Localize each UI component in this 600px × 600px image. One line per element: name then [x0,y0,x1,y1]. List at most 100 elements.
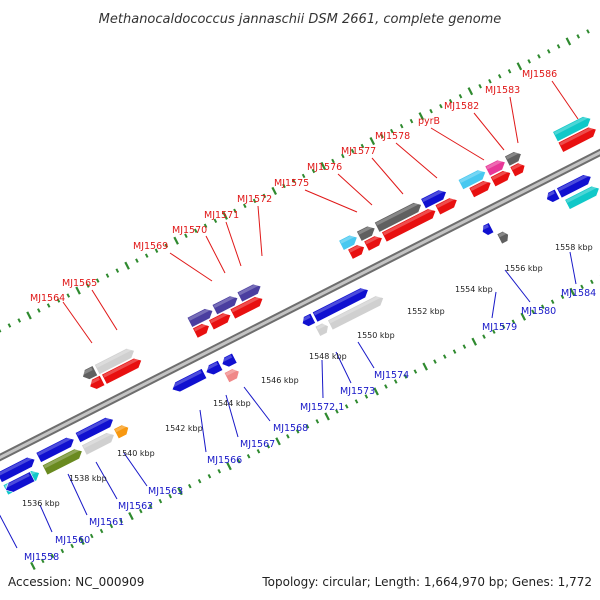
gene-shape [347,244,365,260]
gene-feature[interactable] [509,161,527,178]
gene-feature[interactable] [373,200,424,233]
gene-feature[interactable] [81,430,117,456]
minor-tick [527,59,531,64]
gene-label[interactable]: MJ1561 [89,517,124,528]
gene-label[interactable]: MJ1572.1 [300,402,344,413]
gene-feature[interactable] [457,167,488,191]
gene-feature[interactable] [338,232,360,251]
gene-label[interactable]: MJ1578 [375,131,410,142]
minor-tick [344,404,349,409]
gene-label[interactable]: MJ1584 [561,288,596,299]
gene-feature[interactable] [186,306,215,328]
gene-label[interactable]: MJ1577 [341,146,376,157]
gene-feature[interactable] [35,435,77,463]
gene-feature[interactable] [87,374,106,391]
gene-label[interactable]: MJ1565 [62,278,97,289]
gene-label[interactable]: MJ1568 [273,423,308,434]
gene-feature[interactable] [544,188,561,204]
gene-feature[interactable] [327,293,386,331]
gene-feature[interactable] [434,195,460,216]
gene-feature[interactable] [557,124,599,153]
gene-feature[interactable] [564,183,600,210]
gene-label[interactable]: pyrB [418,116,440,127]
gene-highlight [486,159,503,170]
gene-feature[interactable] [3,471,36,495]
gene-feature[interactable] [489,168,513,188]
gene-feature[interactable] [80,365,99,382]
gene-feature[interactable] [170,368,208,394]
gene-feature[interactable] [314,321,331,337]
major-tick [222,211,228,220]
gene-feature[interactable] [363,233,385,252]
gene-feature[interactable] [204,359,224,377]
gene-shape [113,424,129,440]
gene-feature[interactable] [223,366,241,384]
gene-highlight [193,322,207,332]
gene-label[interactable]: MJ1580 [521,306,556,317]
gene-feature[interactable] [0,455,37,483]
gene-feature[interactable] [300,312,316,328]
gene-feature[interactable] [381,206,439,243]
gene-feature[interactable] [496,230,511,245]
minor-tick [295,429,300,434]
gene-feature[interactable] [468,178,494,199]
gene-label[interactable]: MJ1582 [444,101,479,112]
gene-feature[interactable] [311,285,370,323]
gene-feature[interactable] [101,355,144,385]
gene-feature[interactable] [356,223,378,242]
leader-line [371,157,404,195]
gene-label[interactable]: MJ1567 [240,439,275,450]
major-tick [369,136,376,146]
gene-label[interactable]: MJ1563 [148,486,183,497]
gene-feature[interactable] [229,294,265,320]
gene-highlight [382,207,434,236]
minor-tick [99,528,104,534]
gene-shape [564,185,600,210]
gene-label[interactable]: MJ1560 [55,535,90,546]
gene-label[interactable]: MJ1570 [172,225,207,236]
gene-label[interactable]: MJ1579 [482,322,517,333]
gene-label[interactable]: MJ1586 [522,69,557,80]
gene-label[interactable]: MJ1562 [118,501,153,512]
minor-tick [488,79,492,84]
gene-feature[interactable] [94,346,136,375]
gene-label[interactable]: MJ1564 [30,293,65,304]
gene-label[interactable]: MJ1574 [374,370,409,381]
gene-feature[interactable] [347,242,367,260]
gene-feature[interactable] [211,293,240,316]
gene-shape [468,180,492,199]
gene-feature[interactable] [41,446,84,476]
major-tick [418,112,425,121]
gene-label[interactable]: MJ1569 [133,241,168,252]
gene-label[interactable]: MJ1558 [24,552,59,563]
gene-label[interactable]: MJ1571 [204,210,239,221]
gene-label[interactable]: MJ1566 [207,455,242,466]
gene-feature[interactable] [74,415,116,444]
gene-highlight [225,368,237,376]
minor-tick [237,459,241,464]
gene-feature[interactable] [208,310,234,331]
gene-feature[interactable] [236,281,263,303]
minor-tick [546,49,551,54]
leader-line [395,142,438,179]
minor-tick [576,34,580,39]
gene-label[interactable]: MJ1572 [237,194,272,205]
major-tick [79,536,85,546]
gene-shape [94,348,135,375]
gene-label[interactable]: MJ1573 [340,386,375,397]
gene-label[interactable]: MJ1575 [274,178,309,189]
gene-feature[interactable] [220,352,238,369]
gene-feature[interactable] [113,423,131,440]
gene-feature[interactable] [192,321,212,339]
gene-shape [229,296,264,320]
gene-feature[interactable] [504,149,524,167]
gene-feature[interactable] [484,157,508,177]
gene-feature[interactable] [480,222,495,237]
minor-tick [452,349,457,354]
minor-tick [335,409,339,414]
gene-label[interactable]: MJ1583 [485,85,520,96]
gene-label[interactable]: MJ1576 [307,162,342,173]
gene-feature[interactable] [420,187,449,210]
gene-shape [496,230,509,245]
gene-feature[interactable] [556,172,594,199]
